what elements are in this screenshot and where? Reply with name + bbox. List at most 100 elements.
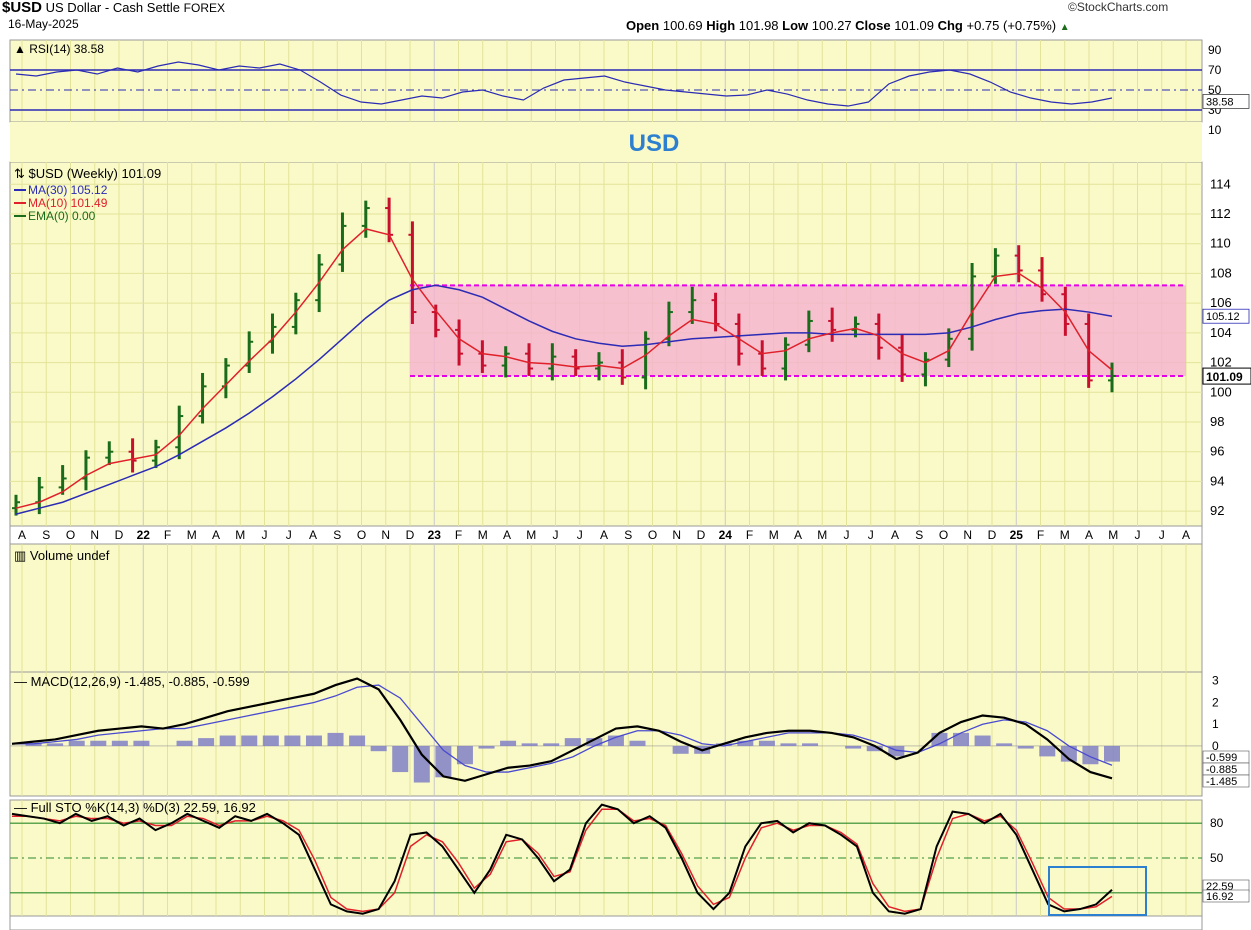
sto-title: — Full STO %K(14,3) %D(3) 22.59, 16.92	[14, 800, 256, 815]
macd-histogram-bar	[90, 740, 107, 746]
price-title: ⇅ $USD (Weekly) 101.09	[14, 166, 161, 181]
x-axis-tick-label: D	[115, 528, 124, 542]
ohlc-summary: Open 100.69 High 101.98 Low 100.27 Close…	[626, 18, 1070, 35]
price-axis-tick: 108	[1210, 265, 1232, 280]
sto-k-line	[11, 803, 1113, 915]
x-axis-tick-label: S	[915, 528, 923, 542]
volume-title: ▥ Volume undef	[14, 548, 110, 563]
close-value: 101.09	[894, 18, 934, 33]
x-axis-tick-label: A	[18, 528, 26, 542]
macd-axis-tick: 3	[1212, 674, 1219, 688]
up-arrow-icon: ▲	[1059, 22, 1070, 33]
x-axis-tick-label: J	[577, 528, 583, 542]
macd-signal-line	[12, 684, 1113, 773]
macd-histogram-bar	[219, 735, 236, 746]
x-axis-tick-label: O	[66, 528, 75, 542]
x-axis-tick-label: D	[697, 528, 706, 542]
x-axis-tick-label: J	[1135, 528, 1141, 542]
macd-histogram-bar	[802, 743, 819, 746]
x-axis-tick-label: 25	[1010, 528, 1024, 542]
x-axis-tick-label: M	[526, 528, 536, 542]
x-axis-tick-label: F	[746, 528, 753, 542]
macd-current-label: -0.885	[1206, 764, 1237, 776]
macd-axis-tick: 0	[1212, 739, 1219, 753]
macd-histogram-bar	[543, 743, 560, 746]
trading-range-box	[410, 285, 1186, 376]
legend-entry: EMA(0) 0.00	[28, 209, 96, 223]
ma30-line	[15, 284, 1113, 515]
x-axis-tick-label: J	[262, 528, 268, 542]
macd-title: — MACD(12,26,9) -1.485, -0.885, -0.599	[14, 674, 250, 689]
open-value: 100.69	[662, 18, 703, 33]
macd-histogram-bar	[370, 745, 387, 752]
macd-histogram-bar	[629, 740, 646, 746]
macd-histogram-bar	[25, 743, 42, 746]
x-axis-tick-label: M	[817, 528, 827, 542]
x-axis-tick-label: A	[891, 528, 899, 542]
macd-line	[11, 677, 1113, 782]
sto-axis-tick: 50	[1210, 851, 1224, 865]
x-axis-tick-label: S	[624, 528, 632, 542]
macd-histogram-bar	[521, 743, 538, 746]
ma10-line	[15, 228, 1113, 509]
sto-current-box	[1202, 889, 1250, 903]
x-axis-tick-label: M	[187, 528, 197, 542]
price-axis-tick: 92	[1210, 503, 1224, 518]
ma30-current-label: 105.12	[1206, 311, 1240, 323]
chg-label: Chg	[937, 18, 963, 33]
x-axis-tick-label: J	[286, 528, 292, 542]
x-axis-tick-label: M	[769, 528, 779, 542]
x-axis-tick-label: M	[478, 528, 488, 542]
close-current-box	[1202, 367, 1251, 385]
open-label: Open	[626, 18, 660, 33]
x-axis-tick-label: F	[164, 528, 171, 542]
x-axis-tick-label: M	[235, 528, 245, 542]
x-axis-tick-label: D	[988, 528, 997, 542]
macd-histogram-bar	[176, 740, 193, 746]
rsi-axis-tick: 50	[1208, 83, 1222, 97]
chg-value: +0.75 (+0.75%)	[966, 18, 1057, 33]
stochastic-highlight-box	[1048, 866, 1147, 916]
macd-current-label: -1.485	[1206, 776, 1237, 788]
price-axis-tick: 102	[1210, 355, 1232, 370]
low-label: Low	[782, 18, 809, 33]
macd-histogram-bar	[500, 740, 517, 746]
macd-axis-tick: 2	[1212, 695, 1219, 709]
macd-histogram-bar	[888, 745, 905, 757]
panel-vol-background	[9, 543, 1203, 673]
rsi-axis-tick: 90	[1208, 43, 1222, 57]
exchange-label: FOREX	[183, 1, 225, 15]
macd-histogram-bar	[133, 740, 150, 746]
price-axis-tick: 104	[1210, 325, 1232, 340]
macd-histogram-bar	[456, 745, 473, 765]
macd-histogram-bar	[1104, 745, 1120, 762]
macd-histogram-bar	[1082, 745, 1099, 765]
sto-axis-tick: 80	[1210, 816, 1224, 830]
x-axis-tick-label: 22	[137, 528, 151, 542]
x-axis-tick-label: A	[600, 528, 608, 542]
low-value: 100.27	[811, 18, 852, 33]
panel-rsi-background	[9, 39, 1203, 123]
x-axis-tick-label: A	[794, 528, 802, 542]
high-label: High	[706, 18, 736, 33]
macd-histogram-bar	[47, 743, 64, 746]
macd-histogram-bar	[198, 738, 215, 746]
usd-annotation: USD	[629, 130, 680, 157]
rsi-title: ▲ RSI(14) 38.58	[14, 42, 104, 56]
x-axis-tick-label: S	[42, 528, 50, 542]
price-axis-tick: 106	[1210, 295, 1232, 310]
macd-histogram-bar	[974, 735, 991, 746]
macd-histogram-bar	[68, 740, 85, 746]
date-label: 16-May-2025	[8, 17, 79, 31]
x-axis-tick-label: J	[844, 528, 850, 542]
x-axis-tick-label: D	[406, 528, 415, 542]
macd-histogram-bar	[953, 732, 970, 746]
macd-histogram-bar	[327, 732, 344, 746]
macd-histogram-bar	[866, 745, 883, 752]
x-axis-tick-label: 24	[719, 528, 733, 542]
price-axis-tick: 98	[1210, 414, 1224, 429]
rsi-axis-tick: 10	[1208, 123, 1222, 137]
macd-histogram-bar	[586, 738, 603, 746]
macd-current-label: -0.599	[1206, 752, 1237, 764]
